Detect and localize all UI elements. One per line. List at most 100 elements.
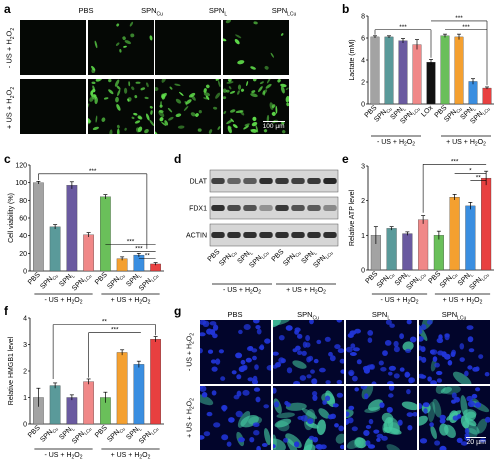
- band-fdx1-0: [211, 205, 225, 211]
- x-tick-label-e-3: SPNLCu: [406, 270, 428, 292]
- blot-label-actin: ACTIN: [186, 233, 207, 240]
- blot-label-fdx1: FDX1: [189, 206, 207, 213]
- bar-b-5: [440, 35, 450, 105]
- x-tick-label-c-4: PBS: [94, 271, 109, 286]
- panel-c-label: c: [4, 152, 11, 166]
- bar-f-3: [83, 381, 94, 425]
- band-dlat-7: [323, 178, 337, 184]
- y-tick-label-b-3: 6: [361, 36, 365, 43]
- band-fdx1-6: [307, 205, 321, 211]
- bar-e-7: [481, 177, 492, 271]
- bar-b-8: [482, 87, 492, 105]
- x-tick-label-c-3: SPNLCu: [71, 271, 93, 293]
- panel-g-col-pbs: PBS: [227, 310, 243, 319]
- sig-b-0-label: ***: [399, 24, 407, 31]
- panel-g-label: g: [174, 304, 182, 318]
- group-b-minus-label: - US + H2O2: [377, 139, 415, 148]
- micrograph-g-plus-0: [200, 386, 271, 450]
- x-tick-label-c-7: SPNLCu: [138, 271, 160, 293]
- y-tick-label-c-5: 100: [15, 180, 27, 187]
- bar-f-5: [116, 352, 128, 425]
- y-tick-label-c-2: 40: [19, 233, 27, 240]
- bar-c-3: [83, 234, 94, 272]
- sig-e-0-label: ***: [451, 158, 459, 165]
- band-actin-2: [243, 232, 257, 238]
- band-actin-0: [211, 232, 225, 238]
- group-c-plus-label: + US + H2O2: [111, 297, 151, 306]
- lane-label-4: PBS: [271, 248, 286, 263]
- band-dlat-6: [307, 178, 321, 184]
- bar-f-6: [133, 364, 145, 425]
- micrograph-a-minus-0: [20, 20, 86, 75]
- band-dlat-4: [275, 178, 289, 184]
- scale-bar-a-label: 100 µm: [262, 122, 285, 130]
- bar-e-1: [386, 228, 397, 271]
- group-b-plus-label: + US + H2O2: [446, 139, 486, 148]
- scale-bar-g: 20 µm: [466, 437, 486, 446]
- bar-f-2: [66, 397, 78, 425]
- y-axis-title-e: Relative ATP level: [349, 189, 356, 246]
- y-tick-label-f-0: 0: [23, 422, 27, 429]
- band-actin-4: [275, 232, 289, 238]
- band-actin-3: [259, 232, 273, 238]
- lane-label-6: SPNL: [300, 248, 318, 266]
- micrograph-g-minus-0: [200, 320, 271, 384]
- x-tick-label-c-5: SPNCu: [106, 271, 126, 291]
- x-tick-label-b-7: SPNL: [459, 104, 477, 122]
- x-tick-label-f-0: PBS: [27, 424, 42, 439]
- group-f-minus-label: - US + H2O2: [44, 452, 82, 460]
- y-tick-label-f-2: 2: [23, 369, 27, 376]
- bar-f-1: [49, 385, 61, 425]
- panel-a-row-minus: - US + H2O2: [4, 27, 16, 69]
- band-actin-1: [227, 232, 241, 238]
- micrograph-g-minus-3: [419, 320, 490, 384]
- x-tick-label-b-1: SPNCu: [373, 104, 393, 124]
- scale-bar-a-line: [262, 120, 285, 122]
- x-tick-label-f-6: SPNL: [125, 424, 143, 442]
- x-tick-label-e-2: SPNL: [394, 270, 412, 288]
- bar-c-4: [100, 196, 111, 272]
- y-tick-label-c-1: 20: [19, 251, 27, 258]
- bar-c-6: [133, 254, 145, 272]
- y-tick-label-e-0: 0: [361, 268, 365, 275]
- panel-a-label: a: [4, 2, 11, 16]
- sig-e-2-label: **: [476, 175, 482, 182]
- x-tick-label-c-2: SPNL: [58, 271, 76, 289]
- micrograph-g-plus-3: 20 µm: [419, 386, 490, 450]
- bar-e-2: [402, 233, 413, 271]
- x-tick-label-e-0: PBS: [364, 270, 379, 285]
- x-tick-label-e-1: SPNCu: [376, 270, 396, 290]
- bar-c-7: [150, 263, 161, 272]
- band-fdx1-7: [323, 205, 337, 211]
- y-tick-label-c-0: 0: [23, 269, 27, 276]
- bar-e-4: [433, 235, 444, 271]
- micrograph-a-plus-3: 100 µm: [222, 78, 289, 134]
- y-tick-label-b-4: 8: [361, 14, 365, 21]
- group-f-plus-label: + US + H2O2: [111, 452, 151, 460]
- panel-g: PBS SPNCu SPNL SPNLCu 20 µm - US + H2O2 +…: [170, 302, 500, 460]
- x-tick-label-b-3: SPNLCu: [399, 104, 421, 126]
- y-tick-label-f-1: 1: [23, 395, 27, 402]
- micrograph-g-minus-1: [273, 320, 344, 384]
- bar-e-6: [465, 205, 476, 271]
- panel-e-label: e: [342, 152, 349, 166]
- sig-c-0-label: ***: [89, 168, 97, 175]
- sig-b-1-label: ***: [455, 15, 463, 22]
- band-dlat-1: [227, 178, 241, 184]
- x-tick-label-f-5: SPNCu: [106, 424, 126, 444]
- micrograph-g-plus-2: [346, 386, 417, 450]
- y-axis-title-c: Cell viability (%): [8, 193, 15, 243]
- micrograph-a-minus-3: [222, 20, 289, 75]
- lane-label-7: SPNLCu: [312, 248, 334, 270]
- x-tick-label-c-0: PBS: [27, 271, 42, 286]
- panel-g-row-plus: + US + H2O2: [186, 398, 196, 438]
- y-tick-label-f-3: 3: [23, 342, 27, 349]
- x-tick-label-f-2: SPNL: [58, 424, 76, 442]
- x-tick-label-b-8: SPNLCu: [469, 104, 491, 126]
- x-tick-label-e-6: SPNL: [457, 270, 475, 288]
- panel-g-col-spnlcu: SPNLCu: [441, 310, 467, 322]
- bar-f-0: [33, 397, 44, 425]
- scale-bar-g-line: [466, 437, 486, 438]
